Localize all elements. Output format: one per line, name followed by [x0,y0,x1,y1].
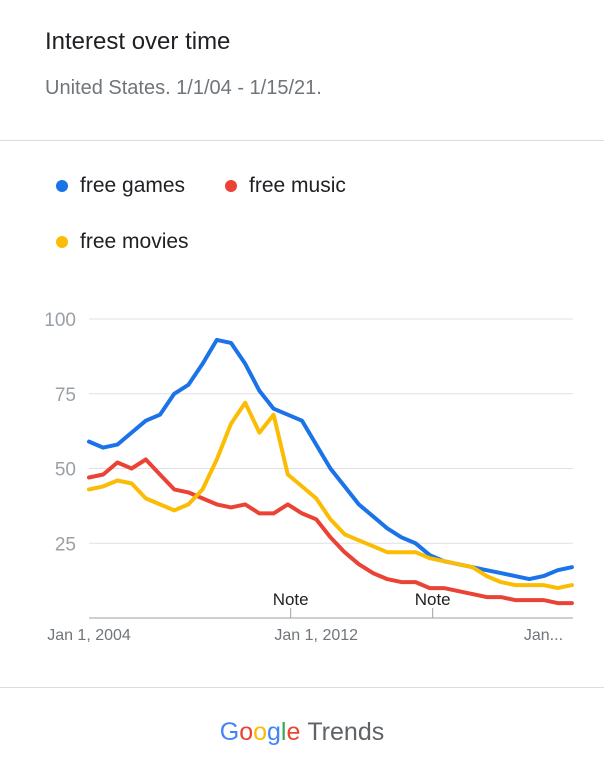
legend-marker [56,236,68,248]
google-letter: o [253,718,268,746]
google-letter: l [280,718,287,746]
footer-divider [0,687,604,688]
google-letter: o [239,718,254,746]
y-tick-label: 100 [44,310,76,331]
annotation-label: Note [415,590,451,609]
legend-marker [56,180,68,192]
legend-label: free movies [80,230,189,253]
google-trends-logo[interactable]: Google Trends [0,718,604,747]
page-title: Interest over time [45,28,231,55]
legend-item-free-music[interactable]: free music [225,174,346,198]
page-subtitle: United States. 1/1/04 - 1/15/21. [45,77,322,99]
trends-wordmark: Trends [307,718,385,746]
interest-chart[interactable]: 25 50 75 100 Jan 1, 2004 Jan 1, 2012 Jan... Not… [0,300,604,660]
series-line-free-movies[interactable] [87,400,574,591]
x-tick-label: Jan 1, 2012 [274,627,358,644]
legend-item-free-games[interactable]: free games [56,174,185,198]
y-tick-label: 75 [55,385,76,406]
series-line-free-music[interactable] [87,457,574,606]
legend-label: free music [249,174,346,197]
google-letter: e [286,718,301,746]
legend-label: free games [80,174,186,197]
x-tick-label: Jan... [524,627,563,644]
header-divider [0,140,604,141]
google-wordmark: Google [220,718,301,746]
google-letter: G [219,718,240,746]
x-tick-label: Jan 1, 2004 [47,627,131,644]
series-line-free-games[interactable] [87,337,574,582]
y-tick-label: 50 [55,460,76,481]
y-tick-label: 25 [55,534,76,555]
legend-item-free-movies[interactable]: free movies [56,230,189,254]
legend-marker [225,180,237,192]
annotation-label: Note [273,590,309,609]
google-letter: g [267,718,281,746]
